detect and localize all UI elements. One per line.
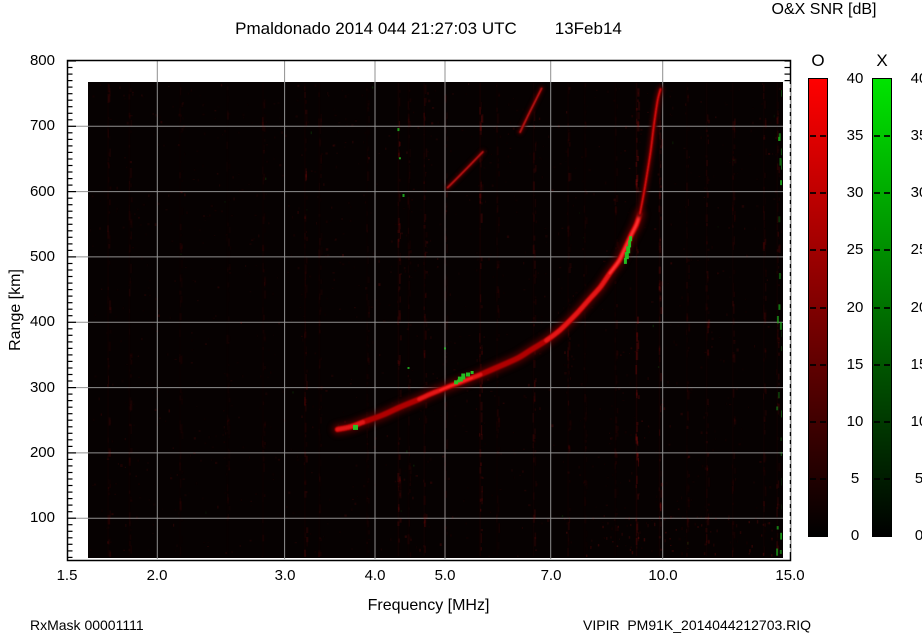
y-tick-label: 100 — [29, 509, 55, 526]
o-colorbar-tick-label: 40 — [846, 70, 864, 87]
y-tick-label: 500 — [29, 248, 55, 265]
o-colorbar-tick-label: 5 — [850, 470, 860, 487]
o-colorbar-tick-dash — [810, 249, 816, 251]
x-tick-label: 7.0 — [540, 567, 562, 584]
x-colorbar-tick-dash — [884, 249, 890, 251]
x-colorbar-tick-label: 5 — [914, 470, 922, 487]
x-mode-echo-marks — [353, 128, 633, 430]
o-colorbar-tick-label: 35 — [846, 127, 864, 144]
x-tick-label: 15.0 — [775, 567, 805, 584]
o-colorbar-tick-dash — [820, 421, 826, 423]
x-colorbar-tick-label: 15 — [910, 356, 922, 373]
o-colorbar-tick-label: 30 — [846, 184, 864, 201]
o-colorbar-tick-dash — [820, 249, 826, 251]
x-colorbar-tick-dash — [874, 364, 880, 366]
range-axis-ticks — [67, 60, 790, 559]
o-colorbar-tick-label: 25 — [846, 241, 864, 258]
plot-title-text: Pmaldonado 2014 044 21:27:03 UTC — [235, 19, 517, 38]
o-colorbar-tick-dash — [820, 192, 826, 194]
x-colorbar-tick-dash — [874, 421, 880, 423]
x-colorbar-tick-dash — [884, 364, 890, 366]
plot-title-date: 13Feb14 — [554, 19, 622, 38]
x-colorbar-tick-dash — [884, 135, 890, 137]
o-colorbar-tick-label: 10 — [846, 413, 864, 430]
rxmask-label: RxMask 00001111 — [30, 617, 144, 633]
x-colorbar-tick-label: 0 — [914, 527, 922, 544]
noise-layer — [91, 83, 782, 557]
x-colorbar-tick-dash — [884, 192, 890, 194]
x-axis-label: Frequency [MHz] — [367, 597, 490, 614]
x-tick-label: 1.5 — [56, 567, 78, 584]
o-colorbar-tick-dash — [820, 135, 826, 137]
x-colorbar-tick-dash — [884, 307, 890, 309]
o-colorbar-tick-dash — [810, 192, 816, 194]
plot-title: Pmaldonado 2014 044 21:27:03 UTC 13Feb14 — [67, 19, 790, 39]
x-colorbar-tick-label: 35 — [910, 127, 922, 144]
y-tick-label: 600 — [29, 183, 55, 200]
x-colorbar-tick-label: 40 — [910, 70, 922, 87]
y-tick-label: 800 — [29, 52, 55, 69]
o-colorbar-tick-label: 20 — [846, 299, 864, 316]
o-colorbar-tick-dash — [810, 364, 816, 366]
o-colorbar-tick-dash — [810, 135, 816, 137]
x-colorbar-tick-dash — [884, 421, 890, 423]
x-colorbar-tick-dash — [874, 478, 880, 480]
o-colorbar-tick-label: 15 — [846, 356, 864, 373]
x-tick-label: 4.0 — [364, 567, 386, 584]
o-colorbar-tick-dash — [810, 421, 816, 423]
x-colorbar-header: X — [876, 51, 888, 70]
edge-artifact-green-dashes — [776, 90, 782, 556]
x-colorbar-tick-label: 10 — [910, 413, 922, 430]
x-colorbar — [872, 78, 892, 537]
x-colorbar-tick-dash — [874, 135, 880, 137]
x-tick-label: 5.0 — [434, 567, 456, 584]
o-colorbar-tick-label: 0 — [850, 527, 860, 544]
x-tick-label: 10.0 — [648, 567, 678, 584]
colorbar-title: O&X SNR [dB] — [771, 1, 877, 18]
o-mode-trace — [332, 85, 664, 435]
x-colorbar-tick-dash — [874, 192, 880, 194]
grid-lines — [68, 61, 783, 559]
x-tick-label: 3.0 — [274, 567, 296, 584]
o-colorbar — [808, 78, 828, 537]
x-colorbar-tick-label: 30 — [910, 184, 922, 201]
x-colorbar-tick-label: 20 — [910, 299, 922, 316]
o-colorbar-tick-dash — [820, 364, 826, 366]
x-colorbar-tick-dash — [874, 307, 880, 309]
o-colorbar-header: O — [811, 51, 825, 70]
plot-black-area — [88, 82, 783, 558]
o-colorbar-tick-dash — [810, 307, 816, 309]
y-tick-label: 200 — [29, 444, 55, 461]
x-colorbar-tick-dash — [874, 249, 880, 251]
o-colorbar-tick-dash — [820, 307, 826, 309]
x-colorbar-tick-dash — [884, 478, 890, 480]
o-colorbar-tick-dash — [820, 478, 826, 480]
filename-label: VIPIR PM91K_2014044212703.RIQ — [583, 617, 812, 633]
x-colorbar-tick-label: 25 — [910, 241, 922, 258]
y-tick-label: 700 — [29, 117, 55, 134]
y-tick-label: 400 — [29, 313, 55, 330]
o-colorbar-tick-dash — [810, 478, 816, 480]
x-tick-label: 2.0 — [146, 567, 168, 584]
y-tick-label: 300 — [29, 379, 55, 396]
